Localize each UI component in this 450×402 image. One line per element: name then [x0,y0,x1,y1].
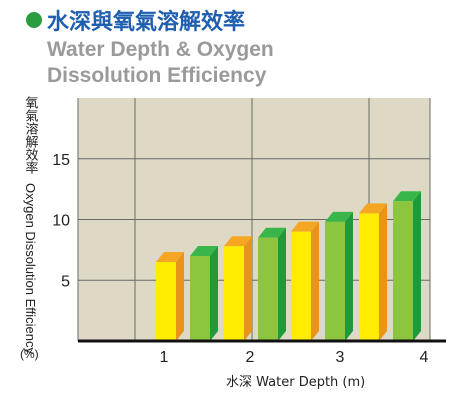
bars [156,191,421,341]
bar-top [359,203,387,214]
bar-top [291,221,319,232]
x-tick-labels: 1 2 3 4 [160,349,429,366]
bar-front [393,201,413,341]
bar-yellow-3 [291,221,319,341]
x-axis-label: 水深 Water Depth (m) [226,375,365,390]
bar-green-4 [393,191,421,341]
y-axis-unit: (%) [20,347,39,361]
bar-side [379,203,387,341]
bar-side [278,227,286,341]
bar-side [244,236,252,341]
bar-green-1 [190,245,218,341]
bar-front [359,213,379,341]
y-tick-labels: 5 10 15 [52,152,70,291]
bar-top [190,245,218,256]
y-tick-label: 5 [61,273,70,290]
bar-front [291,231,311,341]
bar-top [393,191,421,202]
bar-green-3 [325,211,353,341]
chart-subtitle-line2: Dissolution Efficiency [47,64,267,87]
bar-side [311,221,319,341]
bar-top [258,227,286,238]
bar-front [325,221,345,341]
bar-side [176,252,184,341]
bar-top [325,211,353,222]
chart-subtitle-line1: Water Depth & Oxygen [47,38,274,61]
bar-yellow-2 [224,236,252,341]
chart-title-zh: 水深與氧氣溶解效率 [47,9,245,35]
y-axis-label-zh: 氧氣溶解效率 [23,96,39,174]
y-tick-label: 15 [52,152,70,169]
bar-top [224,236,252,247]
bar-front [190,255,210,341]
bar-side [413,191,421,341]
bar-side [345,211,353,341]
bar-front [156,262,176,341]
bar-side [210,245,218,341]
bar-yellow-1 [156,252,184,341]
bar-front [224,246,244,341]
x-tick-label: 1 [160,349,169,366]
green-dot-icon [26,12,42,28]
bar-top [156,252,184,263]
y-axis-label-en: Oxygen Dissolution Efficiency [23,183,38,355]
bar-yellow-4 [359,203,387,341]
x-tick-label: 4 [420,349,429,366]
x-tick-label: 2 [246,349,255,366]
bar-front [258,237,278,341]
x-tick-label: 3 [336,349,345,366]
y-tick-label: 10 [52,213,70,230]
bar-green-2 [258,227,286,341]
